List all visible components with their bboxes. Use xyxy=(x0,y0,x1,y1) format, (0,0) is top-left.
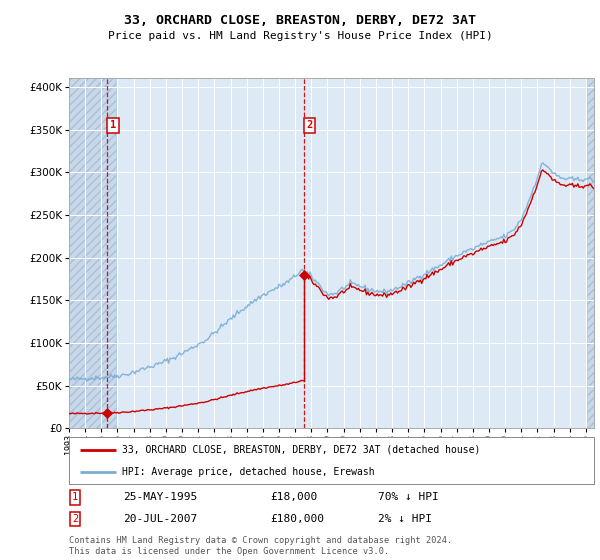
Bar xyxy=(69,78,116,428)
Text: Price paid vs. HM Land Registry's House Price Index (HPI): Price paid vs. HM Land Registry's House … xyxy=(107,31,493,41)
Text: 20-JUL-2007: 20-JUL-2007 xyxy=(123,514,197,524)
Text: 33, ORCHARD CLOSE, BREASTON, DERBY, DE72 3AT (detached house): 33, ORCHARD CLOSE, BREASTON, DERBY, DE72… xyxy=(121,445,480,455)
Text: 70% ↓ HPI: 70% ↓ HPI xyxy=(378,492,439,502)
Text: HPI: Average price, detached house, Erewash: HPI: Average price, detached house, Erew… xyxy=(121,466,374,477)
Text: £18,000: £18,000 xyxy=(270,492,317,502)
Text: Contains HM Land Registry data © Crown copyright and database right 2024.
This d: Contains HM Land Registry data © Crown c… xyxy=(69,536,452,556)
Text: 33, ORCHARD CLOSE, BREASTON, DERBY, DE72 3AT: 33, ORCHARD CLOSE, BREASTON, DERBY, DE72… xyxy=(124,14,476,27)
Text: 2: 2 xyxy=(307,120,313,130)
Text: 2: 2 xyxy=(72,514,78,524)
Text: 1: 1 xyxy=(72,492,78,502)
Text: 2% ↓ HPI: 2% ↓ HPI xyxy=(378,514,432,524)
Text: £180,000: £180,000 xyxy=(270,514,324,524)
Text: 25-MAY-1995: 25-MAY-1995 xyxy=(123,492,197,502)
Bar xyxy=(587,78,594,428)
Text: 1: 1 xyxy=(110,120,116,130)
